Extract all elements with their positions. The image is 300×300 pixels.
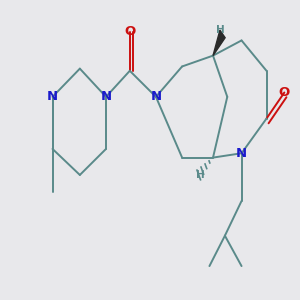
Text: N: N <box>100 90 112 103</box>
Polygon shape <box>213 30 225 56</box>
Text: O: O <box>279 86 290 99</box>
Text: N: N <box>47 90 58 103</box>
Text: H: H <box>216 25 224 34</box>
Text: O: O <box>124 25 135 38</box>
Text: H: H <box>196 170 204 180</box>
Text: N: N <box>150 90 161 103</box>
Text: N: N <box>236 147 247 160</box>
